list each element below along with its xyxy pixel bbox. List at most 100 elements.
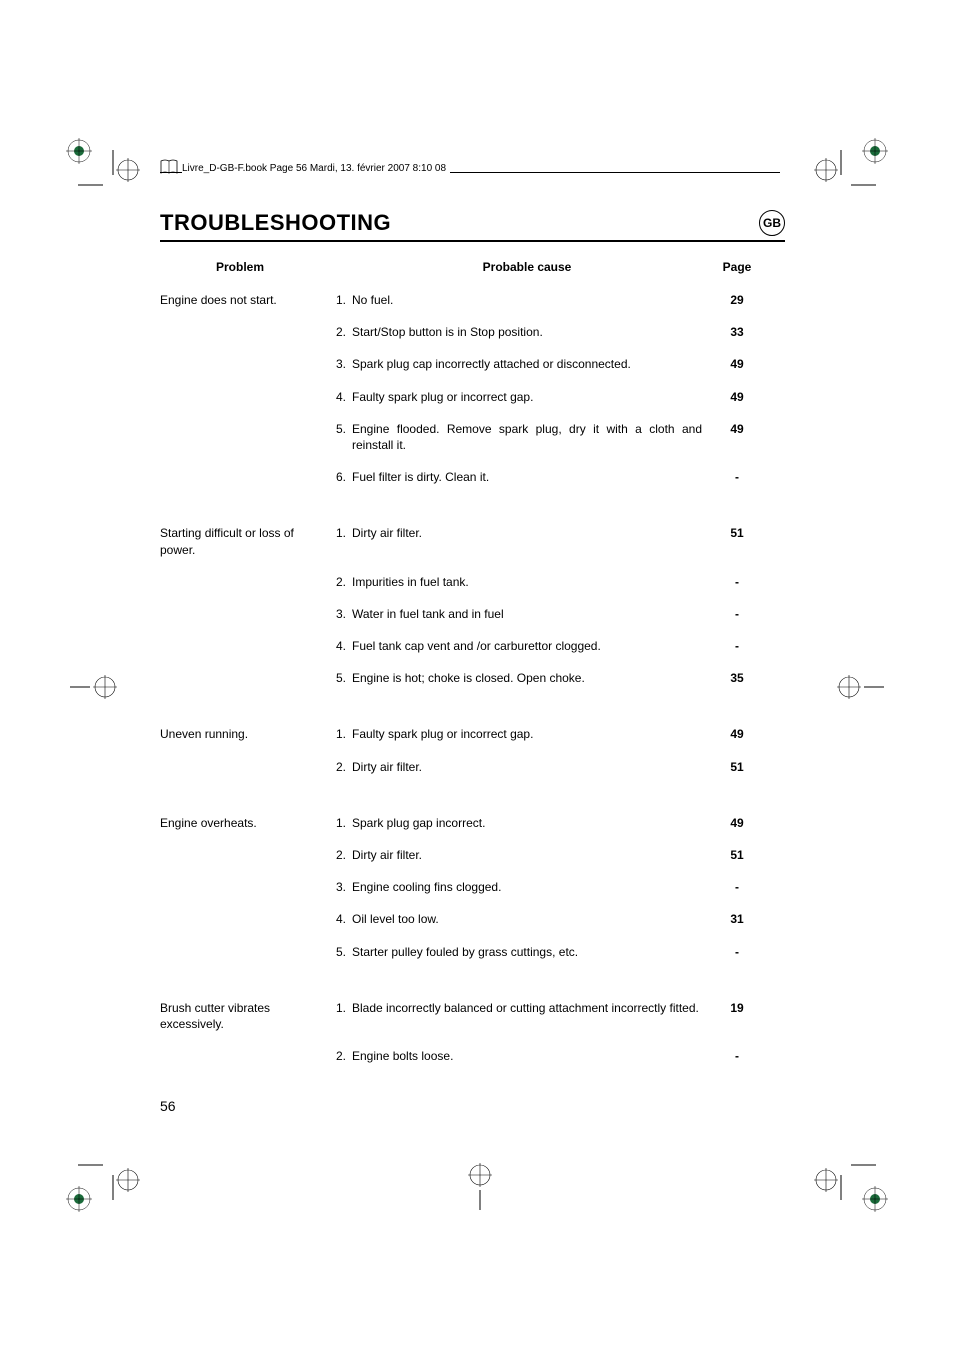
cell-cause: Dirty air filter.: [352, 759, 712, 775]
page-number: 56: [160, 1098, 176, 1114]
cell-number: 4.: [330, 911, 352, 927]
cell-page: 51: [712, 525, 762, 541]
cell-cause: Spark plug cap incorrectly attached or d…: [352, 356, 712, 372]
cell-cause: Engine bolts loose.: [352, 1048, 712, 1064]
table-row: 5.Engine flooded. Remove spark plug, dry…: [160, 421, 785, 453]
cell-number: 1.: [330, 726, 352, 742]
table-row: 3.Engine cooling fins clogged.-: [160, 879, 785, 895]
cell-page: 49: [712, 815, 762, 831]
table-row: 5.Starter pulley fouled by grass cutting…: [160, 944, 785, 960]
table-row: Uneven running.1.Faulty spark plug or in…: [160, 726, 785, 742]
crop-mark-icon: [806, 1130, 876, 1200]
cell-problem: Starting difficult or loss of power.: [160, 525, 330, 557]
cell-cause: Impurities in fuel tank.: [352, 574, 712, 590]
crop-mark-icon: [465, 1160, 495, 1210]
cell-number: 3.: [330, 879, 352, 895]
table-row: Engine does not start.1.No fuel.29: [160, 292, 785, 308]
cell-number: 5.: [330, 944, 352, 960]
cell-page: 49: [712, 389, 762, 405]
cell-cause: Faulty spark plug or incorrect gap.: [352, 389, 712, 405]
language-badge: GB: [759, 210, 785, 236]
cell-page: 49: [712, 421, 762, 437]
cell-number: 4.: [330, 389, 352, 405]
table-row: 6.Fuel filter is dirty. Clean it.-: [160, 469, 785, 485]
table-section: Uneven running.1.Faulty spark plug or in…: [160, 726, 785, 774]
cell-number: 2.: [330, 847, 352, 863]
col-header-problem: Problem: [160, 260, 330, 274]
cell-problem: Engine does not start.: [160, 292, 330, 308]
table-row: 4.Oil level too low.31: [160, 911, 785, 927]
table-section: Engine overheats.1.Spark plug gap incorr…: [160, 815, 785, 960]
cell-number: 5.: [330, 670, 352, 686]
table-row: 2.Engine bolts loose.-: [160, 1048, 785, 1064]
cell-cause: Dirty air filter.: [352, 847, 712, 863]
running-header: Livre_D-GB-F.book Page 56 Mardi, 13. fév…: [182, 163, 450, 174]
cell-cause: Faulty spark plug or incorrect gap.: [352, 726, 712, 742]
cell-number: 2.: [330, 324, 352, 340]
cell-cause: No fuel.: [352, 292, 712, 308]
col-header-page: Page: [712, 260, 762, 274]
cell-page: 35: [712, 670, 762, 686]
table-row: 5.Engine is hot; choke is closed. Open c…: [160, 670, 785, 686]
crop-mark-icon: [78, 150, 148, 220]
book-icon: [160, 158, 178, 176]
cell-number: 1.: [330, 525, 352, 541]
cell-number: 1.: [330, 292, 352, 308]
table-row: 4.Faulty spark plug or incorrect gap.49: [160, 389, 785, 405]
table-header: Problem Probable cause Page: [160, 260, 785, 274]
cell-cause: Starter pulley fouled by grass cuttings,…: [352, 944, 712, 960]
table-section: Engine does not start.1.No fuel.29 2.Star…: [160, 292, 785, 485]
table-row: Starting difficult or loss of power.1.Di…: [160, 525, 785, 557]
page-title: TROUBLESHOOTING: [160, 210, 391, 236]
cell-number: 4.: [330, 638, 352, 654]
cell-page: 51: [712, 759, 762, 775]
cell-page: -: [712, 1048, 762, 1064]
cell-number: 3.: [330, 606, 352, 622]
cell-page: 19: [712, 1000, 762, 1016]
cell-page: -: [712, 469, 762, 485]
table-row: 3.Water in fuel tank and in fuel-: [160, 606, 785, 622]
cell-number: 1.: [330, 815, 352, 831]
cell-cause: Oil level too low.: [352, 911, 712, 927]
cell-cause: Fuel tank cap vent and /or carburettor c…: [352, 638, 712, 654]
cell-cause: Fuel filter is dirty. Clean it.: [352, 469, 712, 485]
crop-mark-icon: [806, 150, 876, 220]
table-row: 4.Fuel tank cap vent and /or carburettor…: [160, 638, 785, 654]
crop-mark-icon: [78, 1130, 148, 1200]
troubleshooting-table: Problem Probable cause Page Engine does …: [160, 260, 785, 1064]
cell-page: 29: [712, 292, 762, 308]
cell-cause: Engine flooded. Remove spark plug, dry i…: [352, 421, 712, 453]
table-row: 2.Dirty air filter.51: [160, 759, 785, 775]
cell-cause: Spark plug gap incorrect.: [352, 815, 712, 831]
crop-mark-icon: [70, 672, 120, 702]
table-section: Starting difficult or loss of power.1.Di…: [160, 525, 785, 686]
table-row: Engine overheats.1.Spark plug gap incorr…: [160, 815, 785, 831]
cell-page: 33: [712, 324, 762, 340]
cell-cause: Start/Stop button is in Stop position.: [352, 324, 712, 340]
table-row: Brush cutter vibrates excessively.1.Blad…: [160, 1000, 785, 1032]
cell-number: 2.: [330, 1048, 352, 1064]
cell-page: -: [712, 606, 762, 622]
cell-cause: Engine is hot; choke is closed. Open cho…: [352, 670, 712, 686]
crop-mark-icon: [834, 672, 884, 702]
table-section: Brush cutter vibrates excessively.1.Blad…: [160, 1000, 785, 1065]
cell-page: 49: [712, 356, 762, 372]
cell-page: -: [712, 574, 762, 590]
cell-number: 1.: [330, 1000, 352, 1016]
cell-page: -: [712, 638, 762, 654]
cell-number: 6.: [330, 469, 352, 485]
cell-cause: Blade incorrectly balanced or cutting at…: [352, 1000, 712, 1016]
cell-page: -: [712, 879, 762, 895]
cell-page: -: [712, 944, 762, 960]
cell-number: 2.: [330, 759, 352, 775]
cell-problem: Engine overheats.: [160, 815, 330, 831]
col-header-cause: Probable cause: [352, 260, 712, 274]
table-row: 3.Spark plug cap incorrectly attached or…: [160, 356, 785, 372]
cell-number: 3.: [330, 356, 352, 372]
cell-problem: Brush cutter vibrates excessively.: [160, 1000, 330, 1032]
table-row: 2.Dirty air filter.51: [160, 847, 785, 863]
cell-page: 31: [712, 911, 762, 927]
table-row: 2.Start/Stop button is in Stop position.…: [160, 324, 785, 340]
cell-cause: Engine cooling fins clogged.: [352, 879, 712, 895]
cell-number: 5.: [330, 421, 352, 437]
